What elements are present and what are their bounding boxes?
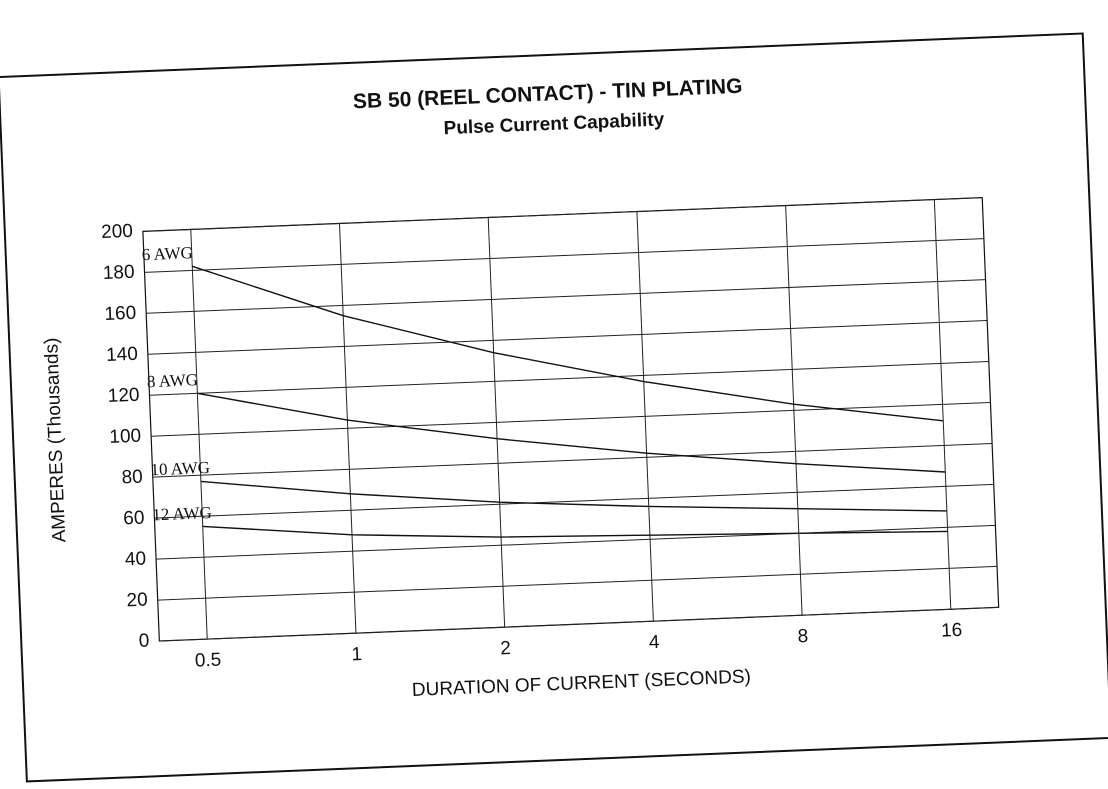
grid-line bbox=[159, 606, 999, 642]
y-axis-label: AMPERES (Thousands) bbox=[41, 337, 70, 543]
series-label: 10 AWG bbox=[150, 458, 210, 479]
y-tick-label: 160 bbox=[104, 303, 137, 325]
series-line bbox=[200, 480, 947, 512]
chart-title: SB 50 (REEL CONTACT) - TIN PLATING bbox=[353, 75, 743, 114]
y-tick-label: 0 bbox=[138, 630, 149, 651]
chart-subtitle: Pulse Current Capability bbox=[443, 109, 665, 139]
grid-line bbox=[785, 205, 803, 616]
y-tick-label: 140 bbox=[106, 344, 139, 366]
series-label: 6 AWG bbox=[141, 243, 193, 264]
x-tick-label: 0.5 bbox=[194, 650, 221, 672]
x-tick-label: 1 bbox=[351, 644, 362, 665]
x-tick-label: 4 bbox=[649, 632, 661, 653]
y-tick-label: 20 bbox=[126, 589, 148, 611]
grid-line bbox=[142, 197, 983, 232]
grid-line bbox=[157, 565, 998, 601]
grid-line bbox=[147, 320, 988, 355]
grid-line bbox=[338, 223, 357, 634]
y-tick-label: 120 bbox=[107, 385, 140, 407]
series-line bbox=[192, 265, 944, 422]
y-tick-label: 200 bbox=[101, 221, 134, 243]
y-tick-label: 80 bbox=[121, 467, 143, 489]
grid-line bbox=[156, 524, 996, 560]
frame bbox=[0, 32, 1108, 783]
x-axis-label: DURATION OF CURRENT (SECONDS) bbox=[412, 666, 752, 701]
grid-line bbox=[152, 442, 993, 478]
chart-frame: SB 50 (REEL CONTACT) - TIN PLATING Pulse… bbox=[0, 32, 1108, 783]
series-line bbox=[202, 525, 948, 538]
series-label: 12 AWG bbox=[152, 503, 212, 524]
y-tick-label: 60 bbox=[123, 508, 145, 530]
y-tick-label: 180 bbox=[102, 262, 135, 284]
grid-line bbox=[146, 279, 986, 314]
x-tick-label: 2 bbox=[500, 638, 511, 659]
grid-line bbox=[190, 229, 208, 640]
grid-line bbox=[636, 211, 654, 622]
grid-line bbox=[154, 483, 994, 519]
grid-line bbox=[487, 217, 506, 628]
grid-line bbox=[149, 361, 989, 396]
grid-line bbox=[933, 199, 952, 610]
series-line bbox=[197, 392, 946, 473]
grid-line bbox=[144, 238, 984, 273]
y-tick-label: 100 bbox=[109, 426, 142, 448]
grid-line bbox=[151, 401, 991, 437]
x-tick-label: 8 bbox=[797, 626, 808, 647]
series-label: 8 AWG bbox=[147, 370, 199, 391]
y-tick-label: 40 bbox=[125, 549, 147, 571]
x-tick-label: 16 bbox=[941, 620, 963, 642]
